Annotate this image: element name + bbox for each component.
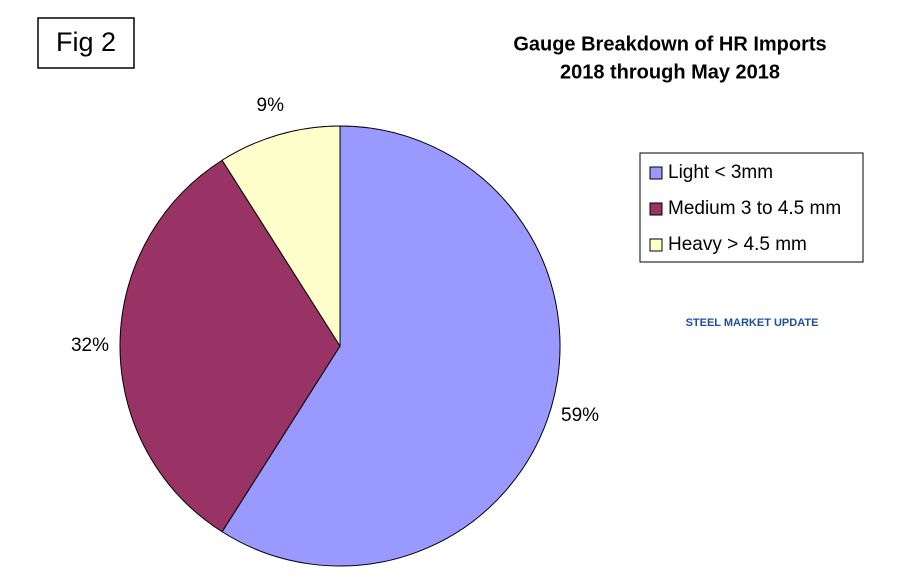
legend-box bbox=[639, 152, 864, 263]
legend-swatch bbox=[649, 238, 663, 252]
legend-label: Medium 3 to 4.5 mm bbox=[668, 198, 841, 219]
figure-label: Fig 2 bbox=[56, 27, 116, 57]
figure-label-box bbox=[37, 17, 135, 69]
logo: STEEL MARKET UPDATE bbox=[686, 317, 819, 329]
pie-slice bbox=[221, 125, 561, 567]
chart-title: Gauge Breakdown of HR Imports bbox=[513, 33, 826, 55]
legend-label: Light < 3mm bbox=[668, 162, 773, 183]
legend-label: Heavy > 4.5 mm bbox=[668, 234, 807, 255]
legend-swatch bbox=[649, 166, 663, 180]
pie-slice bbox=[119, 159, 341, 533]
data-label: 59% bbox=[561, 405, 599, 426]
legend-swatch bbox=[649, 202, 663, 216]
data-label: 9% bbox=[257, 95, 285, 116]
chart-subtitle: 2018 through May 2018 bbox=[560, 61, 780, 83]
pie-slice bbox=[221, 125, 341, 348]
data-label: 32% bbox=[71, 335, 109, 356]
